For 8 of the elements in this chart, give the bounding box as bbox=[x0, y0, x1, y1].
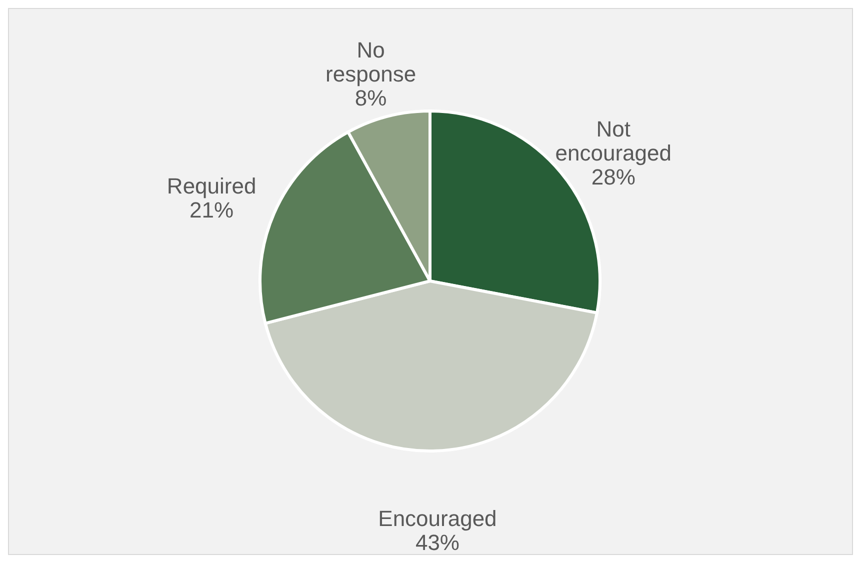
slice-label: No response bbox=[326, 37, 416, 86]
slice-label: Required bbox=[166, 173, 256, 198]
slice-label: Encouraged bbox=[378, 506, 497, 531]
data-label: 43% bbox=[415, 530, 460, 555]
data-label: 8% bbox=[354, 85, 387, 110]
slice-label: Not encouraged bbox=[555, 116, 672, 166]
data-label: 21% bbox=[190, 197, 234, 222]
data-label: 28% bbox=[591, 164, 636, 190]
